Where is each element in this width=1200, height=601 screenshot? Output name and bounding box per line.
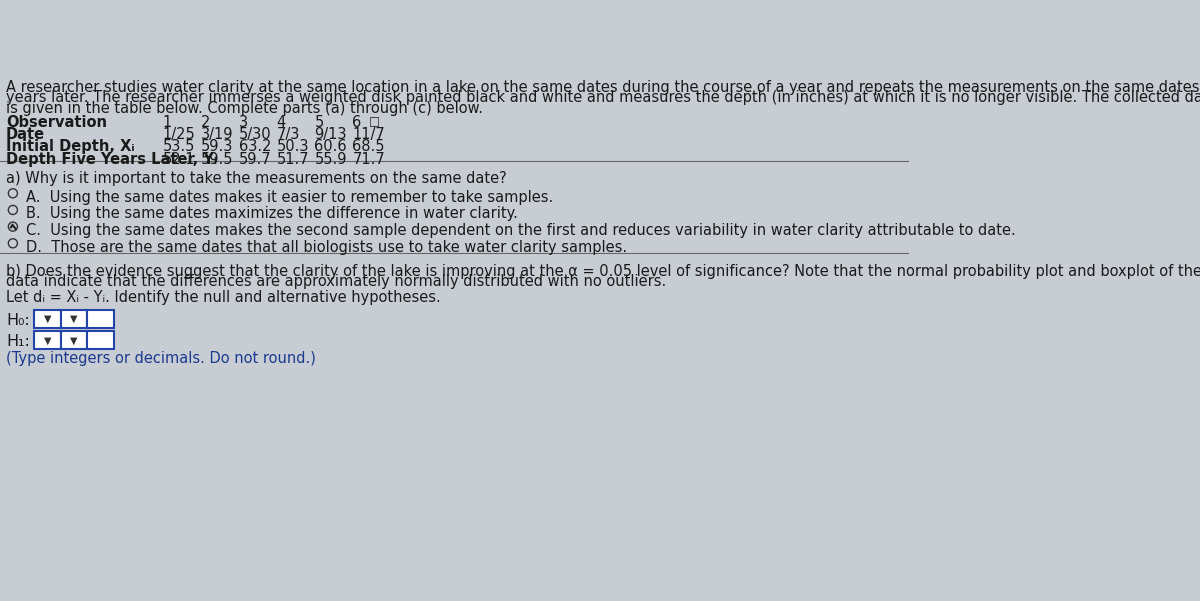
Text: 2: 2: [200, 115, 210, 130]
Bar: [34, 331, 61, 349]
Text: 59.7: 59.7: [239, 151, 271, 166]
Text: 59.3: 59.3: [200, 139, 233, 154]
Text: data indicate that the differences are approximately normally distributed with n: data indicate that the differences are a…: [6, 275, 666, 289]
Text: ▼: ▼: [70, 314, 78, 324]
Text: 60.6: 60.6: [314, 139, 347, 154]
Text: 50.3: 50.3: [276, 139, 310, 154]
Text: 1: 1: [163, 115, 172, 130]
Text: is given in the table below. Complete parts (a) through (c) below.: is given in the table below. Complete pa…: [6, 101, 484, 116]
Text: 68.5: 68.5: [353, 139, 385, 154]
Text: 3/19: 3/19: [200, 127, 233, 142]
Text: A.  Using the same dates makes it easier to remember to take samples.: A. Using the same dates makes it easier …: [25, 189, 553, 204]
Text: b) Does the evidence suggest that the clarity of the lake is improving at the α : b) Does the evidence suggest that the cl…: [6, 264, 1200, 279]
Text: Date: Date: [6, 127, 46, 142]
Text: H₁:: H₁:: [6, 334, 30, 349]
Text: 3: 3: [239, 115, 247, 130]
Text: Let dᵢ = Xᵢ - Yᵢ. Identify the null and alternative hypotheses.: Let dᵢ = Xᵢ - Yᵢ. Identify the null and …: [6, 290, 440, 305]
Bar: [88, 331, 114, 349]
Text: 5: 5: [314, 115, 324, 130]
Text: a) Why is it important to take the measurements on the same date?: a) Why is it important to take the measu…: [6, 171, 506, 186]
Text: 55.9: 55.9: [314, 151, 347, 166]
Text: C.  Using the same dates makes the second sample dependent on the first and redu: C. Using the same dates makes the second…: [25, 223, 1015, 238]
Text: 71.7: 71.7: [353, 151, 385, 166]
Text: 4: 4: [276, 115, 286, 130]
Text: 6: 6: [353, 115, 361, 130]
Text: years later. The researcher immerses a weighted disk painted black and white and: years later. The researcher immerses a w…: [6, 90, 1200, 105]
Text: ▼: ▼: [43, 314, 52, 324]
Text: ▼: ▼: [70, 335, 78, 346]
Text: B.  Using the same dates maximizes the difference in water clarity.: B. Using the same dates maximizes the di…: [25, 206, 517, 221]
Text: Initial Depth, Xᵢ: Initial Depth, Xᵢ: [6, 139, 134, 154]
Text: 53.5: 53.5: [163, 139, 196, 154]
Bar: [61, 331, 88, 349]
Text: Depth Five Years Later, Yᵢ: Depth Five Years Later, Yᵢ: [6, 151, 217, 166]
Text: 5/30: 5/30: [239, 127, 271, 142]
Bar: [61, 310, 88, 328]
Text: A researcher studies water clarity at the same location in a lake on the same da: A researcher studies water clarity at th…: [6, 80, 1200, 94]
Text: (Type integers or decimals. Do not round.): (Type integers or decimals. Do not round…: [6, 351, 316, 366]
Text: H₀:: H₀:: [6, 313, 30, 328]
Text: ▼: ▼: [43, 335, 52, 346]
Bar: [88, 310, 114, 328]
Text: D.  Those are the same dates that all biologists use to take water clarity sampl: D. Those are the same dates that all bio…: [25, 240, 626, 254]
Text: 51.7: 51.7: [276, 151, 310, 166]
Text: 7/3: 7/3: [276, 127, 300, 142]
Text: 63.2: 63.2: [239, 139, 271, 154]
Text: Observation: Observation: [6, 115, 107, 130]
Bar: [34, 310, 61, 328]
Text: 9/13: 9/13: [314, 127, 347, 142]
Text: 11/7: 11/7: [353, 127, 385, 142]
Text: □: □: [368, 115, 380, 128]
Text: 52.1: 52.1: [163, 151, 196, 166]
Text: 1/25: 1/25: [163, 127, 196, 142]
Text: 59.5: 59.5: [200, 151, 233, 166]
